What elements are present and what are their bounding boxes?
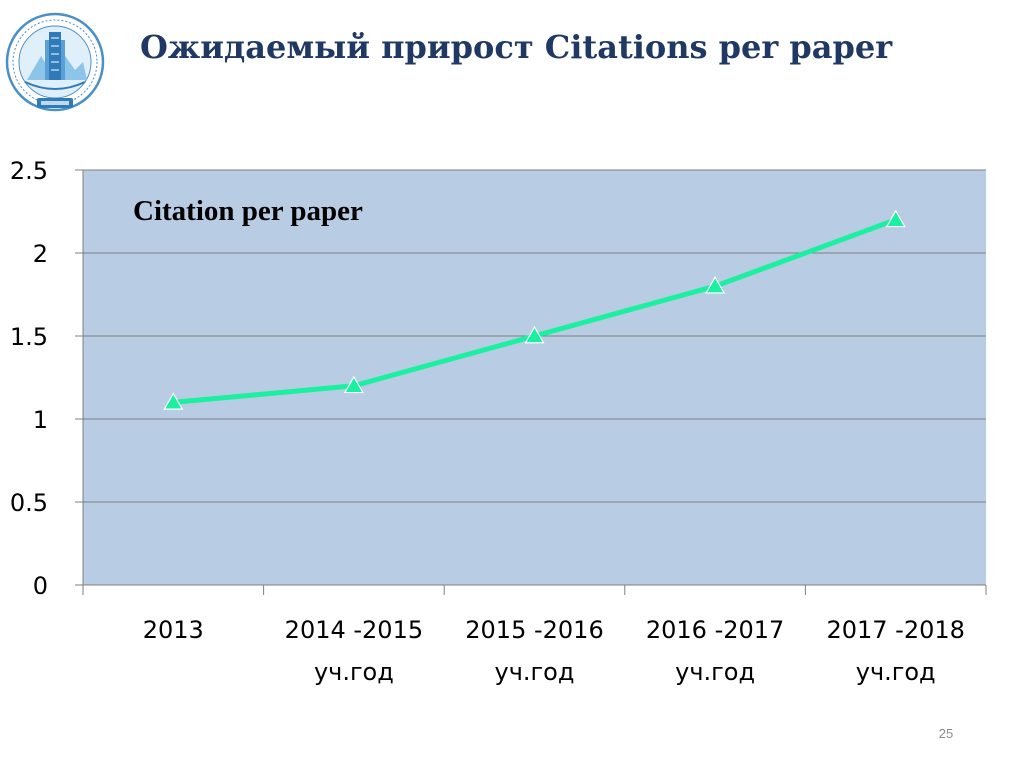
x-tick-label: 2016 -2017 [646, 616, 784, 644]
x-tick-label: уч.год [495, 658, 575, 686]
x-tick-label: 2014 -2015 [285, 616, 423, 644]
y-tick-label: 0.5 [10, 489, 48, 517]
plot-area [83, 170, 986, 585]
y-tick-label: 1.5 [10, 323, 48, 351]
x-tick-label: 2015 -2016 [465, 616, 603, 644]
data-point-marker [705, 275, 726, 294]
x-tick-label: 2013 [143, 616, 204, 644]
data-point-marker [524, 325, 545, 344]
data-point-marker [343, 375, 364, 394]
y-tick-label: 2.5 [10, 157, 48, 185]
data-point-marker [163, 392, 184, 410]
x-tick-label: уч.год [675, 658, 755, 686]
x-tick-label: уч.год [314, 658, 394, 686]
y-tick-label: 1 [33, 406, 48, 434]
page-number: 25 [938, 726, 954, 741]
x-tick-label: 2017 -2018 [826, 616, 964, 644]
y-tick-label: 0 [33, 572, 48, 600]
data-point-marker [885, 209, 906, 228]
university-logo-icon [5, 12, 105, 112]
x-tick-label: уч.год [856, 658, 936, 686]
slide-title: Ожидаемый прирост Citations per paper [140, 28, 893, 66]
y-tick-label: 2 [33, 240, 48, 268]
chart-title: Citation per paper [133, 195, 363, 227]
